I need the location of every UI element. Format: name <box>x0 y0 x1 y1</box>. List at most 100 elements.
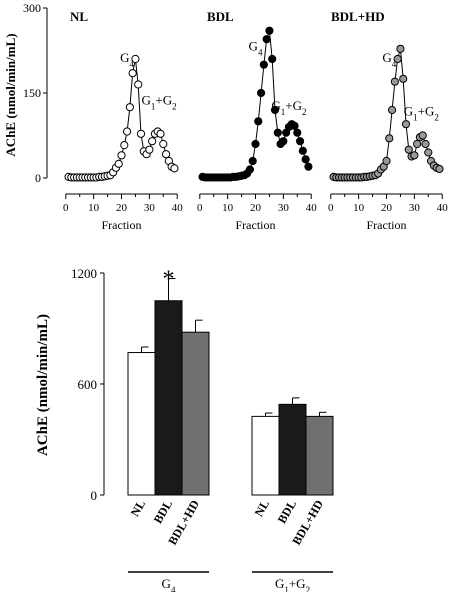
data-point <box>251 139 260 149</box>
data-point <box>401 120 411 129</box>
data-point <box>304 162 313 171</box>
data-point <box>387 105 397 115</box>
data-point <box>290 121 299 130</box>
y-tick-label: 0 <box>35 171 41 185</box>
x-axis-label: Fraction <box>236 218 276 232</box>
x-axis-label: Fraction <box>367 218 407 232</box>
data-point <box>268 54 277 64</box>
data-point <box>262 35 271 44</box>
bar-y-axis-label: AChE (nmol/min/mL) <box>35 314 51 456</box>
y-tick-label: 0 <box>91 488 98 503</box>
peak-label: G4 <box>120 50 134 69</box>
x-tick-label: 40 <box>306 202 318 214</box>
bar-label: BDL <box>275 498 299 526</box>
data-point <box>128 69 137 78</box>
x-tick-label: 40 <box>172 202 184 214</box>
data-point <box>254 117 263 126</box>
data-point <box>295 137 305 146</box>
series-line <box>68 58 175 178</box>
data-point <box>399 74 408 83</box>
significance-marker: * <box>163 267 175 293</box>
data-point <box>159 139 168 149</box>
panel-title: NL <box>70 9 88 24</box>
data-point <box>410 151 419 160</box>
bar-label: NL <box>128 498 148 519</box>
data-point <box>273 128 282 137</box>
data-point <box>117 151 126 160</box>
data-point <box>382 156 391 166</box>
data-point <box>114 159 123 168</box>
bar <box>251 415 280 496</box>
x-tick-label: 30 <box>409 202 421 214</box>
data-point <box>390 77 399 86</box>
data-point <box>256 88 266 98</box>
bar-label: NL <box>252 498 272 519</box>
data-point <box>293 128 302 137</box>
x-tick-label: 10 <box>353 202 365 214</box>
data-point <box>385 134 394 143</box>
panel-title: BDL <box>207 9 234 24</box>
data-point <box>435 164 444 174</box>
data-point <box>145 145 154 154</box>
bar-label: BDL <box>151 498 175 526</box>
data-point <box>413 139 422 149</box>
data-point <box>122 127 132 136</box>
bdl-hd-panel: BDL+HD 0 10 20 30 40 Fraction G4 G1+G2 <box>328 9 448 232</box>
bar <box>305 415 334 496</box>
panel-title: BDL+HD <box>331 9 385 24</box>
x-tick-label: 0 <box>197 202 203 214</box>
data-point <box>418 131 427 140</box>
data-point <box>120 141 129 150</box>
data-point <box>424 148 433 157</box>
data-point <box>259 60 268 69</box>
nl-panel: NL 0 150 300 0 10 20 30 40 Fraction G4 G1+G2 <box>23 1 183 232</box>
data-point <box>279 137 288 146</box>
data-point <box>248 156 257 166</box>
group-label: G1+G2 <box>275 576 310 592</box>
data-point <box>265 26 274 35</box>
x-tick-label: 20 <box>381 202 393 214</box>
x-tick-label: 10 <box>88 202 100 214</box>
data-point <box>170 164 179 173</box>
peak-label: G1+G2 <box>404 104 439 123</box>
x-axis-label: Fraction <box>102 218 142 232</box>
data-point <box>245 165 255 174</box>
data-point <box>404 145 413 154</box>
data-point <box>421 139 430 149</box>
data-point <box>161 150 171 159</box>
data-point <box>393 54 402 64</box>
data-point <box>131 54 140 64</box>
x-tick-label: 20 <box>250 202 262 214</box>
peak-label: G4 <box>249 39 263 58</box>
y-tick-label: 1200 <box>71 266 97 281</box>
data-point <box>156 129 165 138</box>
x-tick-label: 10 <box>222 202 234 214</box>
top-y-axis-label: AChE (nmol/min/mL) <box>3 33 18 156</box>
y-tick-label: 600 <box>78 377 98 392</box>
bar <box>154 300 183 496</box>
data-point <box>396 44 405 53</box>
data-point <box>301 155 310 164</box>
x-tick-label: 0 <box>63 202 69 214</box>
x-tick-label: 40 <box>437 202 449 214</box>
data-point <box>270 105 280 115</box>
bar <box>181 331 210 496</box>
data-point <box>148 137 157 146</box>
bar <box>278 403 307 496</box>
peak-label: G1+G2 <box>271 98 306 117</box>
bar <box>127 352 156 496</box>
group-label: G4 <box>162 576 176 592</box>
data-point <box>298 146 307 155</box>
data-point <box>134 80 143 89</box>
peak-label: G1+G2 <box>142 92 177 111</box>
peak-label: G4 <box>382 50 396 69</box>
x-tick-label: 0 <box>328 202 334 214</box>
data-point <box>136 129 146 138</box>
y-tick-label: 300 <box>23 1 41 15</box>
data-point <box>125 103 134 112</box>
bdl-panel: BDL 0 10 20 30 40 Fraction G4 G1+G2 <box>197 9 317 232</box>
y-tick-label: 150 <box>23 86 41 100</box>
x-tick-label: 30 <box>144 202 156 214</box>
